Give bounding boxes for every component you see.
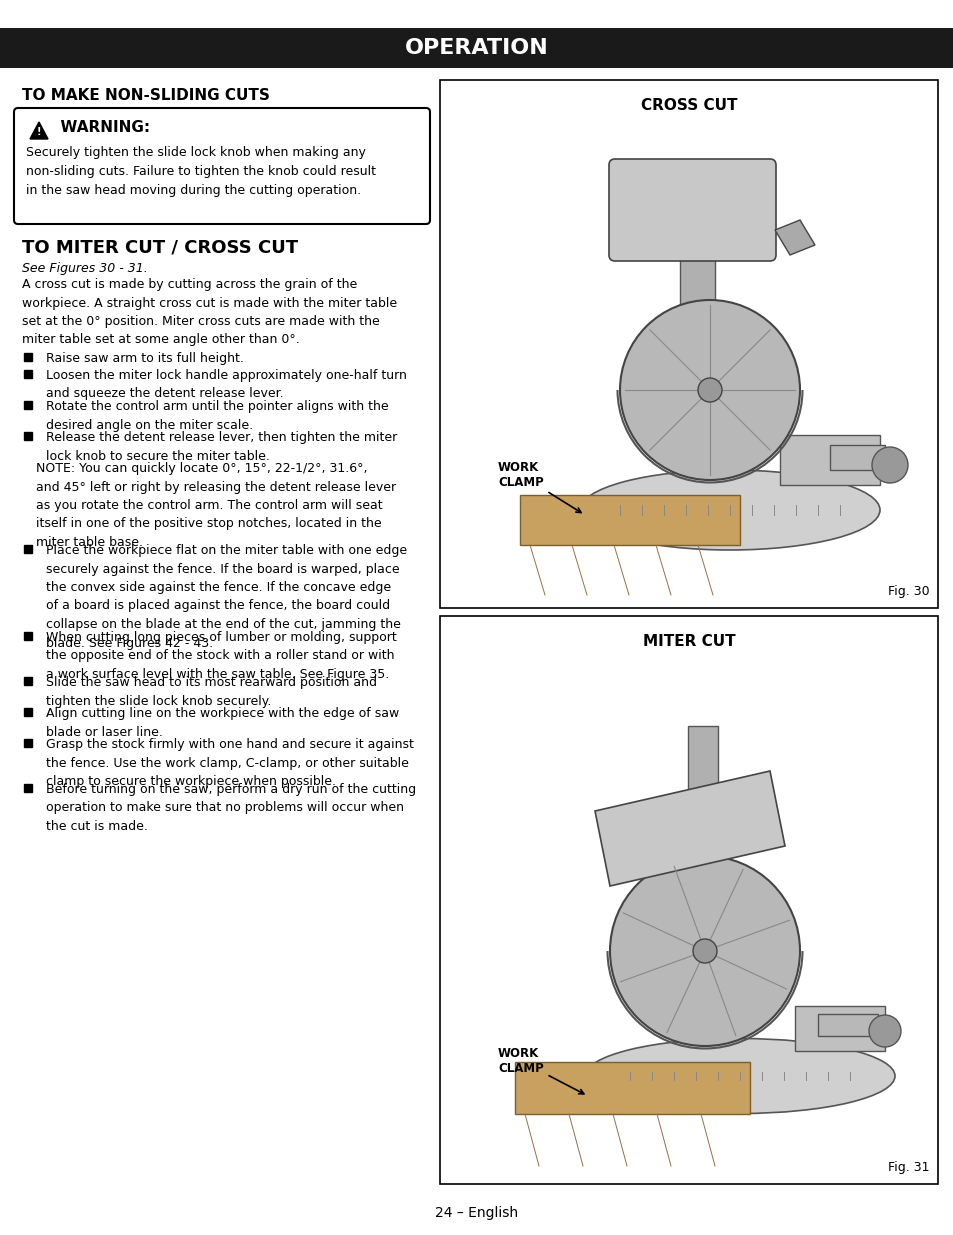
Bar bbox=[24, 708, 32, 716]
Bar bbox=[817, 1014, 877, 1036]
FancyBboxPatch shape bbox=[687, 726, 718, 885]
Circle shape bbox=[619, 300, 800, 480]
Text: RYOBI: RYOBI bbox=[635, 235, 668, 248]
Bar bbox=[24, 739, 32, 747]
Text: 24 – English: 24 – English bbox=[435, 1207, 518, 1220]
Polygon shape bbox=[595, 771, 784, 885]
Text: Place the workpiece flat on the miter table with one edge
securely against the f: Place the workpiece flat on the miter ta… bbox=[46, 543, 407, 650]
Bar bbox=[0, 28, 953, 68]
Bar bbox=[24, 353, 32, 361]
Circle shape bbox=[871, 447, 907, 483]
Circle shape bbox=[698, 378, 721, 403]
Circle shape bbox=[692, 939, 717, 963]
FancyBboxPatch shape bbox=[519, 495, 740, 545]
Polygon shape bbox=[30, 122, 48, 140]
Text: WORK
CLAMP: WORK CLAMP bbox=[497, 461, 580, 513]
Text: Slide the saw head to its most rearward position and
tighten the slide lock knob: Slide the saw head to its most rearward … bbox=[46, 676, 376, 708]
Text: Loosen the miter lock handle approximately one-half turn
and squeeze the detent : Loosen the miter lock handle approximate… bbox=[46, 369, 406, 400]
Bar bbox=[24, 432, 32, 440]
Text: OPERATION: OPERATION bbox=[405, 38, 548, 58]
Bar bbox=[24, 632, 32, 640]
Circle shape bbox=[868, 1015, 900, 1047]
Text: WORK
CLAMP: WORK CLAMP bbox=[497, 1047, 583, 1094]
Text: TO MAKE NON-SLIDING CUTS: TO MAKE NON-SLIDING CUTS bbox=[22, 88, 270, 103]
Bar bbox=[24, 784, 32, 792]
FancyBboxPatch shape bbox=[515, 1062, 749, 1114]
Bar bbox=[679, 161, 714, 330]
Bar bbox=[780, 435, 879, 485]
Text: WARNING:: WARNING: bbox=[50, 120, 150, 135]
Text: TO MITER CUT / CROSS CUT: TO MITER CUT / CROSS CUT bbox=[22, 238, 297, 256]
Text: Fig. 31: Fig. 31 bbox=[887, 1161, 929, 1174]
Bar bbox=[24, 545, 32, 553]
FancyBboxPatch shape bbox=[14, 107, 430, 224]
Text: Release the detent release lever, then tighten the miter
lock knob to secure the: Release the detent release lever, then t… bbox=[46, 431, 396, 462]
Text: Grasp the stock firmly with one hand and secure it against
the fence. Use the wo: Grasp the stock firmly with one hand and… bbox=[46, 739, 414, 788]
Text: Before turning on the saw, perform a dry run of the cutting
operation to make su: Before turning on the saw, perform a dry… bbox=[46, 783, 416, 832]
FancyBboxPatch shape bbox=[608, 159, 775, 261]
Bar bbox=[24, 677, 32, 685]
Ellipse shape bbox=[579, 471, 879, 550]
Bar bbox=[439, 80, 937, 608]
Text: Align cutting line on the workpiece with the edge of saw
blade or laser line.: Align cutting line on the workpiece with… bbox=[46, 706, 399, 739]
Bar bbox=[24, 401, 32, 409]
Text: Fig. 30: Fig. 30 bbox=[887, 585, 929, 598]
Bar bbox=[24, 370, 32, 378]
Ellipse shape bbox=[584, 1039, 894, 1114]
Text: MITER CUT: MITER CUT bbox=[642, 634, 735, 650]
Polygon shape bbox=[774, 220, 814, 254]
Text: Rotate the control arm until the pointer aligns with the
desired angle on the mi: Rotate the control arm until the pointer… bbox=[46, 400, 388, 431]
Text: CROSS CUT: CROSS CUT bbox=[640, 98, 737, 112]
Text: See Figures 30 - 31.: See Figures 30 - 31. bbox=[22, 262, 148, 275]
Bar bbox=[794, 1007, 884, 1051]
Text: Securely tighten the slide lock knob when making any
non-sliding cuts. Failure t: Securely tighten the slide lock knob whe… bbox=[26, 146, 375, 198]
Bar bbox=[829, 445, 884, 471]
Text: Raise saw arm to its full height.: Raise saw arm to its full height. bbox=[46, 352, 244, 366]
Circle shape bbox=[609, 856, 800, 1046]
Text: A cross cut is made by cutting across the grain of the
workpiece. A straight cro: A cross cut is made by cutting across th… bbox=[22, 278, 396, 347]
Bar bbox=[439, 616, 937, 1184]
Text: !: ! bbox=[37, 127, 41, 137]
Text: When cutting long pieces of lumber or molding, support
the opposite end of the s: When cutting long pieces of lumber or mo… bbox=[46, 631, 396, 680]
Text: NOTE: You can quickly locate 0°, 15°, 22-1/2°, 31.6°,
and 45° left or right by r: NOTE: You can quickly locate 0°, 15°, 22… bbox=[36, 462, 395, 550]
